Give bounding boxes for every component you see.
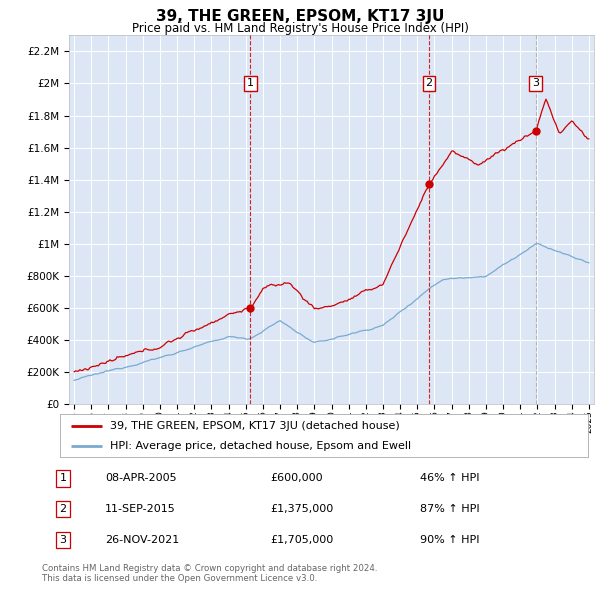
Text: 3: 3 <box>59 535 67 545</box>
Text: 39, THE GREEN, EPSOM, KT17 3JU: 39, THE GREEN, EPSOM, KT17 3JU <box>156 9 444 24</box>
Text: £1,375,000: £1,375,000 <box>270 504 333 514</box>
Text: 87% ↑ HPI: 87% ↑ HPI <box>420 504 479 514</box>
Text: 39, THE GREEN, EPSOM, KT17 3JU (detached house): 39, THE GREEN, EPSOM, KT17 3JU (detached… <box>110 421 400 431</box>
Text: 1: 1 <box>247 78 254 88</box>
Text: 1: 1 <box>59 474 67 483</box>
Text: 26-NOV-2021: 26-NOV-2021 <box>105 535 179 545</box>
Text: £600,000: £600,000 <box>270 474 323 483</box>
Text: 3: 3 <box>532 78 539 88</box>
Text: 2: 2 <box>59 504 67 514</box>
Text: 46% ↑ HPI: 46% ↑ HPI <box>420 474 479 483</box>
Text: 08-APR-2005: 08-APR-2005 <box>105 474 176 483</box>
Text: HPI: Average price, detached house, Epsom and Ewell: HPI: Average price, detached house, Epso… <box>110 441 411 451</box>
Text: Contains HM Land Registry data © Crown copyright and database right 2024.
This d: Contains HM Land Registry data © Crown c… <box>42 563 377 583</box>
Text: 90% ↑ HPI: 90% ↑ HPI <box>420 535 479 545</box>
Text: 2: 2 <box>425 78 433 88</box>
Text: £1,705,000: £1,705,000 <box>270 535 333 545</box>
Text: 11-SEP-2015: 11-SEP-2015 <box>105 504 176 514</box>
Text: Price paid vs. HM Land Registry's House Price Index (HPI): Price paid vs. HM Land Registry's House … <box>131 22 469 35</box>
